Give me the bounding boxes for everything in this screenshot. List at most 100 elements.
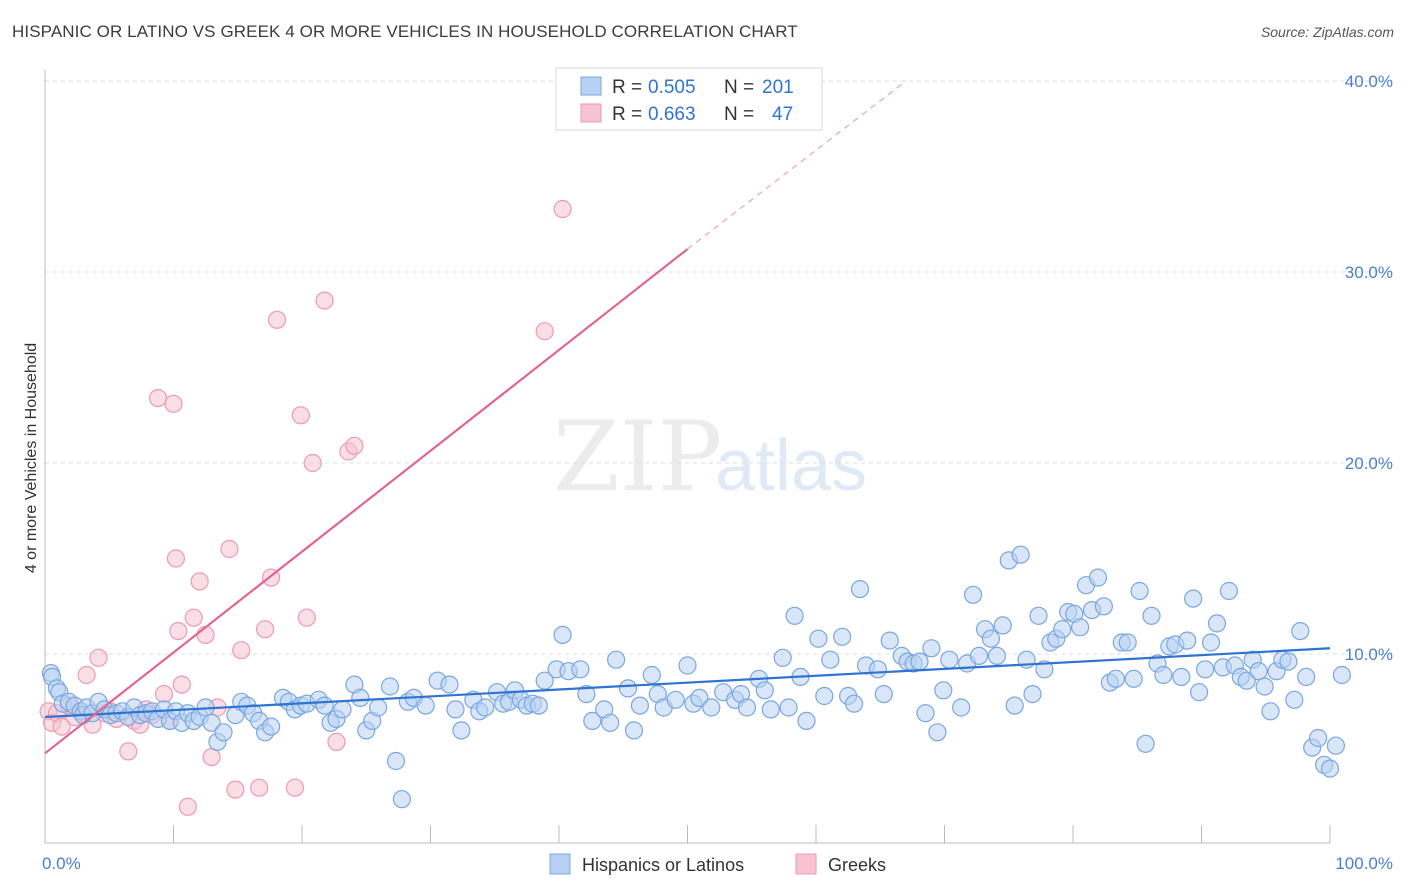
greeks-point [148,389,168,408]
hispanics-point [601,713,620,732]
greeks-point [52,717,71,736]
hispanics-point [910,652,929,671]
hispanics-point [1094,597,1114,616]
hispanics-point [386,751,406,771]
greeks-trend-extension [687,80,907,250]
hispanics-point [1005,696,1024,715]
hispanics-point [1207,614,1227,633]
hispanics-point [1326,736,1346,755]
hispanics-point [1320,759,1340,778]
hispanics-point [1219,581,1239,601]
hispanics-point [1124,669,1143,688]
hispanics-point [1106,669,1125,688]
hispanics-point [618,679,638,698]
hispanics-point [833,627,852,646]
hispanics-point [1279,652,1298,671]
hispanics-point [476,698,495,717]
hispanics-point [922,639,941,658]
hispanics-point [1261,702,1280,721]
hispanics-point [1136,734,1155,753]
hispanics-point [1023,684,1042,704]
hispanics-point [1195,660,1215,679]
hispanics-point [1249,662,1268,681]
y-tick-label-30: 30.0% [1345,263,1393,282]
hispanics-point [1255,677,1274,696]
hispanics-point [1035,660,1054,679]
hispanics-point [1154,665,1173,685]
hispanics-point [642,665,661,685]
hispanics-point [351,688,370,708]
greeks-point [77,665,96,685]
hispanics-point [1297,667,1316,687]
hispanics-point [844,694,864,713]
hispanics-point [850,579,870,599]
hispanics-point [779,698,798,717]
hispanics-trend-line [44,647,1331,719]
hispanics-point [1178,631,1197,650]
hispanics-point [529,696,548,715]
greeks-point [166,549,185,568]
y-tick-label-10: 10.0% [1345,645,1393,664]
hispanics-point [880,631,899,650]
greeks-point [169,621,188,641]
hispanics-point [380,677,400,696]
hispanics-point [1011,545,1030,564]
hispanics-point [940,650,959,669]
hispanics-point [963,585,983,604]
hispanics-point [1088,568,1108,587]
legend-n-value-2: 47 [772,104,793,125]
hispanics-point [577,684,596,704]
hispanics-point [315,696,334,715]
hispanics-point [452,721,471,740]
hispanics-point [981,629,1001,648]
hispanics-point [630,696,650,715]
hispanics-point [928,723,947,742]
greeks-point [250,778,269,797]
hispanics-point [1237,671,1256,690]
legend-greeks-swatch [795,853,817,875]
watermark-zip: ZIP [553,401,722,513]
hispanics-point [392,790,411,809]
hispanics-point [583,711,602,731]
legend-greeks-label: Greeks [828,855,886,875]
hispanics-point [1332,665,1352,685]
greeks-point [256,620,275,639]
hispanics-point [1285,690,1304,709]
greeks-point [178,797,197,816]
y-tick-label-20: 20.0% [1345,454,1393,473]
hispanics-point [1172,667,1191,687]
y-axis-title: 4 or more Vehicles in Household [23,343,40,573]
legend-r-label-2: R = [612,104,642,125]
greeks-point [267,310,287,329]
hispanics-point [1308,728,1328,748]
greeks-point [119,742,138,761]
greeks-point [345,436,364,455]
hispanics-point [785,606,804,625]
hispanics-point [773,648,792,667]
legend-r-label-1: R = [612,77,642,98]
hispanics-point [1053,620,1072,639]
hispanics-point [553,625,572,645]
greeks-point [535,322,554,341]
hispanics-point [202,713,221,732]
tick-labels: 10.0% 20.0% 30.0% 40.0% 0.0% 100.0% [42,72,1393,873]
hispanics-point [797,711,816,731]
source-label: Source: ZipAtlas.com [1260,24,1394,40]
greeks-point [297,608,316,627]
hispanics-point [416,696,435,715]
hispanics-point [606,650,626,669]
hispanics-point [934,681,953,700]
greeks-point [164,394,183,413]
greeks-points [39,199,572,816]
trend-lines [44,80,1331,755]
greeks-point [303,453,322,473]
hispanics-point [1070,618,1090,637]
hispanics-points [41,545,1352,809]
legend-n-label-1: N = [724,77,754,98]
greeks-point [89,648,108,667]
greeks-point [202,747,221,767]
watermark: ZIP atlas [553,401,867,513]
hispanics-point [815,686,834,706]
hispanics-point [1201,633,1221,652]
hispanics-point [916,704,935,723]
